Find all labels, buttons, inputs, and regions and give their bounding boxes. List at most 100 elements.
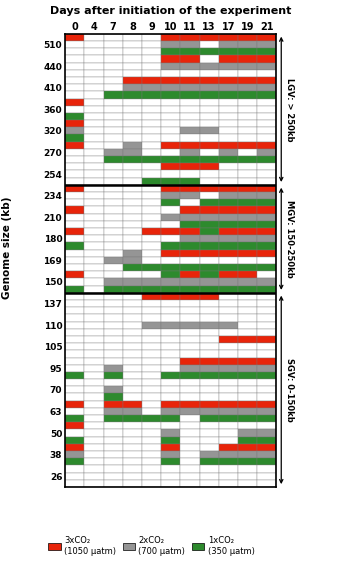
Bar bbox=[257, 163, 276, 171]
Bar bbox=[161, 41, 180, 48]
Bar bbox=[238, 422, 257, 430]
Bar bbox=[123, 178, 142, 185]
Bar bbox=[123, 444, 142, 451]
Bar bbox=[103, 480, 123, 487]
Bar bbox=[84, 55, 103, 62]
Bar bbox=[180, 401, 200, 408]
Bar bbox=[123, 70, 142, 77]
Bar bbox=[103, 257, 123, 264]
Bar bbox=[180, 466, 200, 472]
Bar bbox=[103, 243, 123, 249]
Bar bbox=[219, 430, 238, 437]
Bar bbox=[84, 34, 103, 41]
Bar bbox=[161, 163, 180, 171]
Bar bbox=[238, 70, 257, 77]
Bar bbox=[142, 70, 161, 77]
Bar bbox=[142, 55, 161, 62]
Bar bbox=[238, 350, 257, 358]
Bar bbox=[103, 163, 123, 171]
Bar bbox=[84, 199, 103, 207]
Bar bbox=[180, 430, 200, 437]
Bar bbox=[142, 127, 161, 135]
Bar bbox=[161, 106, 180, 113]
Bar bbox=[219, 422, 238, 430]
Bar bbox=[123, 430, 142, 437]
Bar bbox=[142, 77, 161, 84]
Bar bbox=[161, 48, 180, 55]
Bar bbox=[257, 358, 276, 365]
Bar bbox=[238, 99, 257, 106]
Bar bbox=[123, 372, 142, 379]
Bar bbox=[161, 243, 180, 249]
Bar bbox=[238, 228, 257, 235]
Bar bbox=[200, 213, 219, 221]
Bar bbox=[84, 135, 103, 142]
Bar bbox=[123, 171, 142, 178]
Bar bbox=[200, 185, 219, 192]
Bar bbox=[200, 293, 219, 300]
Bar bbox=[180, 77, 200, 84]
Bar bbox=[142, 430, 161, 437]
Bar bbox=[123, 207, 142, 213]
Bar bbox=[238, 285, 257, 293]
Bar bbox=[161, 358, 180, 365]
Bar bbox=[161, 199, 180, 207]
Bar bbox=[123, 77, 142, 84]
Bar bbox=[257, 372, 276, 379]
Bar bbox=[238, 379, 257, 386]
Bar bbox=[103, 343, 123, 350]
Bar bbox=[123, 307, 142, 314]
Bar bbox=[257, 41, 276, 48]
Bar bbox=[65, 321, 84, 329]
Bar bbox=[180, 34, 200, 41]
Bar bbox=[180, 84, 200, 91]
Bar bbox=[238, 321, 257, 329]
Bar bbox=[142, 379, 161, 386]
Bar bbox=[103, 113, 123, 120]
Bar bbox=[219, 401, 238, 408]
Bar bbox=[257, 70, 276, 77]
Bar bbox=[65, 221, 84, 228]
Bar bbox=[219, 34, 238, 41]
Bar bbox=[65, 70, 84, 77]
Bar bbox=[84, 113, 103, 120]
Bar bbox=[180, 221, 200, 228]
Bar bbox=[238, 62, 257, 70]
Bar bbox=[257, 34, 276, 41]
Bar bbox=[84, 207, 103, 213]
Bar bbox=[142, 480, 161, 487]
Bar bbox=[142, 358, 161, 365]
Bar bbox=[219, 329, 238, 336]
Bar bbox=[200, 271, 219, 278]
Bar bbox=[180, 343, 200, 350]
Bar bbox=[219, 135, 238, 142]
Bar bbox=[65, 156, 84, 163]
Bar bbox=[161, 142, 180, 149]
Bar bbox=[103, 401, 123, 408]
Bar bbox=[219, 221, 238, 228]
Bar bbox=[238, 458, 257, 466]
Bar bbox=[65, 394, 84, 401]
Bar bbox=[161, 264, 180, 271]
Bar bbox=[65, 285, 84, 293]
Bar bbox=[84, 228, 103, 235]
Bar bbox=[238, 415, 257, 422]
Bar bbox=[65, 34, 84, 41]
Bar bbox=[161, 34, 180, 41]
Bar bbox=[200, 394, 219, 401]
Bar bbox=[65, 135, 84, 142]
Bar bbox=[161, 480, 180, 487]
Bar bbox=[257, 365, 276, 372]
Bar bbox=[238, 278, 257, 285]
Bar bbox=[200, 228, 219, 235]
Bar bbox=[142, 293, 161, 300]
Bar bbox=[219, 458, 238, 466]
Bar bbox=[65, 99, 84, 106]
Bar bbox=[142, 472, 161, 480]
Bar bbox=[219, 408, 238, 415]
Bar bbox=[84, 437, 103, 444]
Bar bbox=[103, 213, 123, 221]
Bar bbox=[65, 228, 84, 235]
Bar bbox=[161, 228, 180, 235]
Bar bbox=[219, 271, 238, 278]
